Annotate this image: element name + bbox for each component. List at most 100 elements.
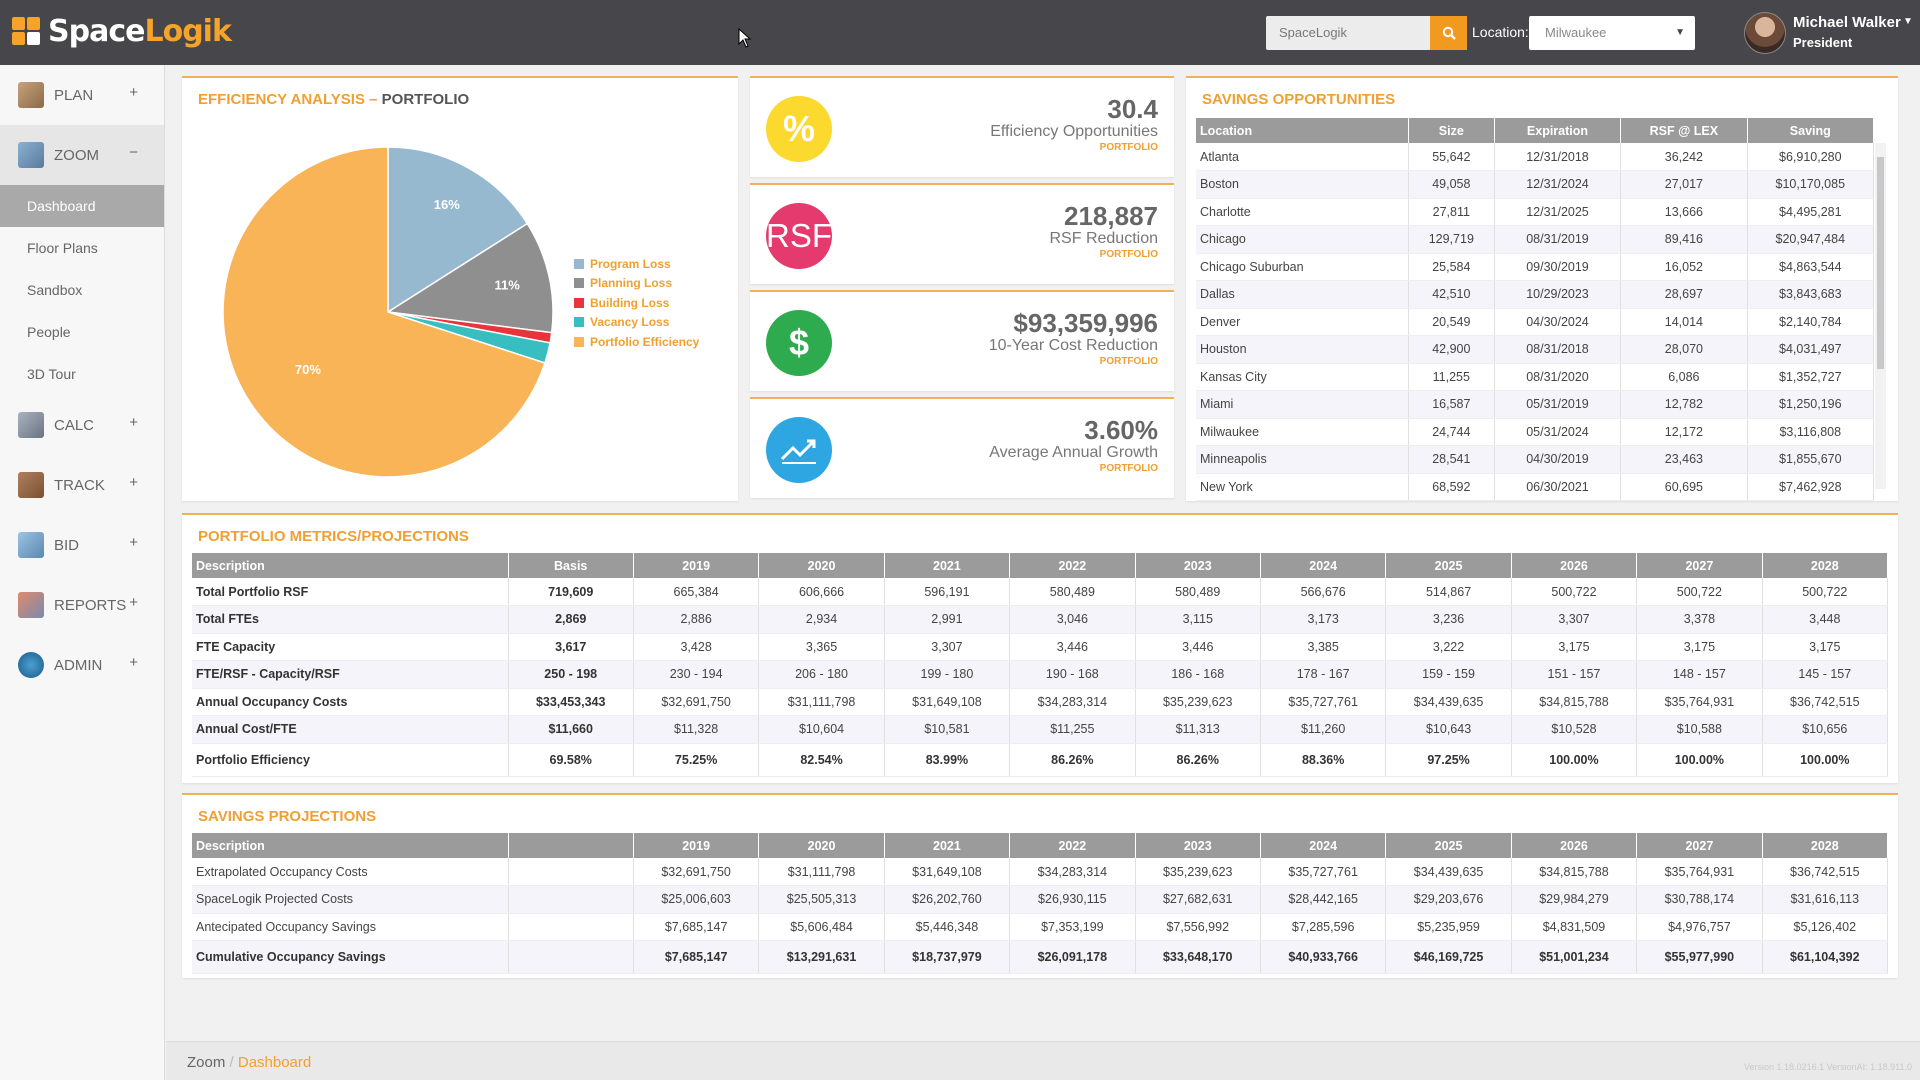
nav-people[interactable]: People (27, 324, 71, 340)
table-cell: Miami (1196, 390, 1409, 419)
column-header[interactable]: 2020 (758, 833, 885, 858)
column-header[interactable]: 2023 (1135, 553, 1261, 578)
column-header[interactable]: 2022 (1009, 833, 1136, 858)
nav-plan[interactable]: PLAN + (0, 65, 164, 125)
nav-calc[interactable]: CALC + (0, 395, 164, 455)
nav-zoom[interactable]: ZOOM − (0, 125, 164, 185)
column-header[interactable]: 2025 (1385, 553, 1512, 578)
search-input[interactable]: SpaceLogik (1266, 16, 1430, 50)
nav-dashboard[interactable]: Dashboard (0, 185, 164, 227)
search-button[interactable] (1430, 16, 1467, 50)
column-header[interactable]: 2022 (1009, 553, 1136, 578)
table-cell: Total FTEs (192, 605, 509, 634)
table-row[interactable]: Annual Occupancy Costs $33,453,343 $32,691… (192, 688, 1889, 716)
table-row[interactable]: Extrapolated Occupancy Costs $32,691,750 $… (192, 858, 1889, 886)
column-header[interactable]: 2026 (1511, 553, 1638, 578)
table-row[interactable]: Total Portfolio RSF 719,609 665,384 606,666… (192, 578, 1889, 606)
kpi-sub: PORTFOLIO (1099, 249, 1158, 260)
table-row[interactable]: Denver 20,549 04/30/2024 14,014 $2,140,784 (1196, 308, 1875, 336)
table-row[interactable]: Atlanta 55,642 12/31/2018 36,242 $6,910,280 (1196, 143, 1875, 171)
table-row[interactable]: FTE Capacity 3,617 3,428 3,365 3,307 3,446 3,4… (192, 633, 1889, 661)
pie-slice-planning-loss[interactable] (385, 222, 554, 334)
location-select[interactable]: Milwaukee ▼ (1529, 16, 1695, 50)
collapse-icon[interactable]: − (129, 144, 138, 161)
table-cell: $5,126,402 (1762, 913, 1889, 941)
table-row[interactable]: Houston 42,900 08/31/2018 28,070 $4,031,497 (1196, 335, 1875, 364)
column-header[interactable]: Description (192, 833, 509, 858)
expand-icon[interactable]: + (129, 594, 138, 611)
table-row[interactable]: Total FTEs 2,869 2,886 2,934 2,991 3,046 3,115… (192, 605, 1889, 634)
column-header[interactable]: 2026 (1511, 833, 1638, 858)
column-header[interactable]: 2028 (1762, 553, 1889, 578)
table-row[interactable]: FTE/RSF - Capacity/RSF 250 - 198 230 - 194… (192, 660, 1889, 689)
nav-floor-plans[interactable]: Floor Plans (27, 240, 98, 256)
table-row[interactable]: New York 68,592 06/30/2021 60,695 $7,462,928 (1196, 473, 1875, 501)
table-cell: $40,933,766 (1260, 940, 1387, 974)
column-header[interactable]: Size (1408, 118, 1495, 143)
user-menu-caret-icon[interactable]: ▼ (1903, 16, 1913, 27)
table-row[interactable]: Chicago Suburban 25,584 09/30/2019 16,052 $4… (1196, 253, 1875, 281)
user-name[interactable]: Michael Walker (1793, 14, 1901, 31)
table-row[interactable]: Boston 49,058 12/31/2024 27,017 $10,170,085 (1196, 170, 1875, 199)
nav-track[interactable]: TRACK + (0, 455, 164, 515)
column-header[interactable]: 2024 (1260, 833, 1387, 858)
table-row[interactable]: Chicago 129,719 08/31/2019 89,416 $20,947,48… (1196, 225, 1875, 254)
nav-admin[interactable]: ADMIN + (0, 635, 164, 695)
table-row[interactable]: Milwaukee 24,744 05/31/2024 12,172 $3,116,80… (1196, 418, 1875, 446)
nav-3d-tour[interactable]: 3D Tour (27, 366, 76, 382)
expand-icon[interactable]: + (129, 654, 138, 671)
scrollbar-thumb[interactable] (1877, 157, 1884, 369)
nav-calc-label: CALC (54, 416, 95, 434)
table-cell: $4,976,757 (1636, 913, 1763, 941)
expand-icon[interactable]: + (129, 474, 138, 491)
column-header[interactable]: Location (1196, 118, 1409, 143)
table-row[interactable]: Antecipated Occupancy Savings $7,685,147 $… (192, 913, 1889, 941)
spacelogik-logo[interactable]: SpaceLogik (12, 14, 232, 49)
column-header[interactable]: 2027 (1636, 833, 1763, 858)
breadcrumb-zoom[interactable]: Zoom (187, 1054, 226, 1071)
table-cell: $5,446,348 (884, 913, 1011, 941)
table-cell: Houston (1196, 335, 1409, 364)
nav-bid[interactable]: BID + (0, 515, 164, 575)
table-row[interactable]: Portfolio Efficiency 69.58% 75.25% 82.54% 83… (192, 743, 1889, 777)
expand-icon[interactable]: + (129, 84, 138, 101)
table-cell: $3,843,683 (1747, 280, 1875, 309)
nav-reports[interactable]: REPORTS + (0, 575, 164, 635)
table-row[interactable]: Cumulative Occupancy Savings $7,685,147 $1… (192, 940, 1889, 974)
table-scrollbar[interactable] (1875, 143, 1886, 489)
column-header[interactable]: Saving (1747, 118, 1875, 143)
column-header[interactable] (508, 833, 634, 858)
expand-icon[interactable]: + (129, 534, 138, 551)
table-cell: $33,648,170 (1135, 940, 1261, 974)
nav-sandbox[interactable]: Sandbox (27, 282, 83, 298)
pie-slice-program-loss[interactable] (387, 146, 529, 314)
table-cell: $11,313 (1135, 715, 1261, 744)
column-header[interactable]: 2023 (1135, 833, 1261, 858)
column-header[interactable]: 2025 (1385, 833, 1512, 858)
column-header[interactable]: 2019 (633, 553, 760, 578)
column-header[interactable]: Basis (508, 553, 634, 578)
table-row[interactable]: Annual Cost/FTE $11,660 $11,328 $10,604 $10,… (192, 715, 1889, 744)
column-header[interactable]: 2028 (1762, 833, 1889, 858)
column-header[interactable]: 2024 (1260, 553, 1387, 578)
table-row[interactable]: Dallas 42,510 10/29/2023 28,697 $3,843,683 (1196, 280, 1875, 309)
column-header[interactable]: 2021 (884, 833, 1011, 858)
column-header[interactable]: Description (192, 553, 509, 578)
table-row[interactable]: SpaceLogik Projected Costs $25,006,603 $25… (192, 885, 1889, 914)
column-header[interactable]: 2020 (758, 553, 885, 578)
column-header[interactable]: Expiration (1494, 118, 1622, 143)
nav-admin-label: ADMIN (54, 656, 103, 674)
table-row[interactable]: Minneapolis 28,541 04/30/2019 23,463 $1,855,… (1196, 445, 1875, 474)
pie-slice-portfolio-efficiency[interactable] (222, 146, 546, 478)
avatar[interactable] (1744, 12, 1786, 54)
column-header[interactable]: 2021 (884, 553, 1011, 578)
table-row[interactable]: Kansas City 11,255 08/31/2020 6,086 $1,352,7… (1196, 363, 1875, 391)
column-header[interactable]: RSF @ LEX (1620, 118, 1748, 143)
table-row[interactable]: Miami 16,587 05/31/2019 12,782 $1,250,196 (1196, 390, 1875, 419)
table-cell: $4,863,544 (1747, 253, 1875, 281)
column-header[interactable]: 2019 (633, 833, 760, 858)
expand-icon[interactable]: + (129, 414, 138, 431)
table-row[interactable]: Charlotte 27,811 12/31/2025 13,666 $4,495,28… (1196, 198, 1875, 226)
column-header[interactable]: 2027 (1636, 553, 1763, 578)
table-cell: 2,869 (508, 605, 634, 634)
